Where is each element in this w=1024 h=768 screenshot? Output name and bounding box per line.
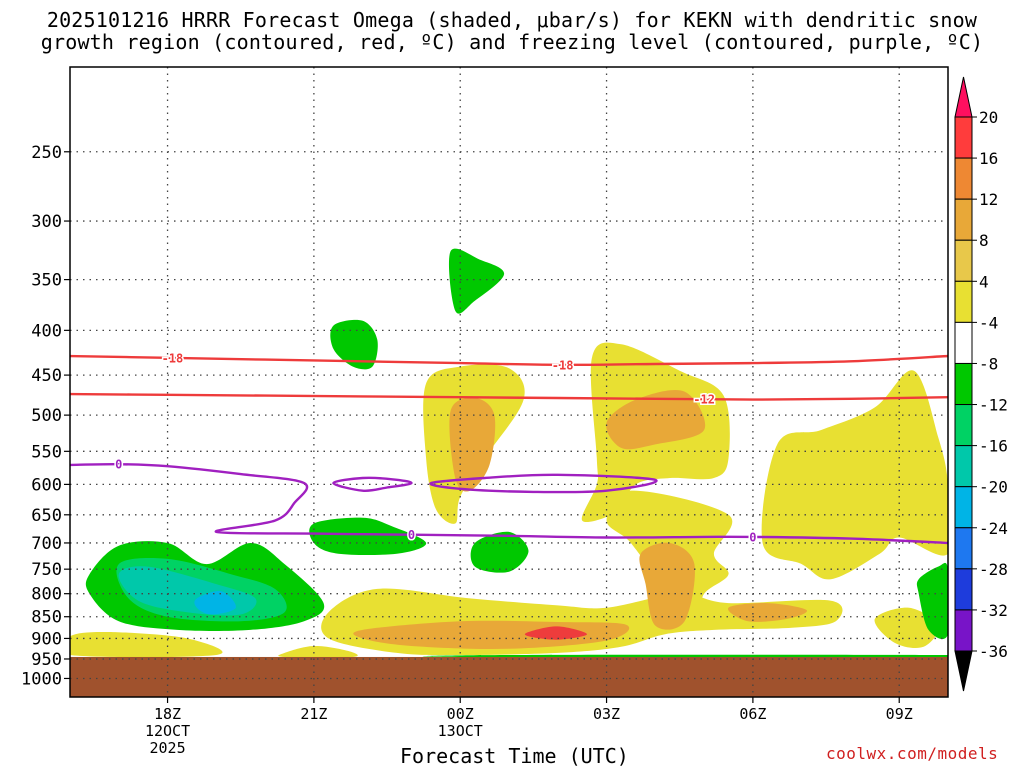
contour-label-0: -18 [162,351,184,365]
colorbar-label-11: -28 [979,560,1008,579]
omega-region-4-5 [70,631,223,658]
x-tick-label-24-1: 13OCT [438,722,483,740]
y-tick-label-700: 700 [31,534,62,554]
colorbar-box-4 [954,280,973,323]
colorbar-box-6 [954,362,973,406]
omega-region-4-3 [761,370,948,580]
y-tick-label-950: 950 [31,650,62,670]
colorbar-box-10 [954,527,973,570]
contour-label-2: -12 [693,392,715,406]
omega-region--4-15 [330,319,378,370]
colorbar-label-1: 16 [979,149,998,168]
colorbar-label-9: -20 [979,478,1008,497]
contour-line--12-1 [70,392,948,401]
x-tick-label-33-0: 09Z [886,705,913,723]
contour-line-0-3 [332,476,413,493]
colorbar-label-8: -16 [979,437,1008,456]
colorbar-label-3: 8 [979,231,989,250]
surface-fill [70,656,948,697]
chart-title-line-1: 2025101216 HRRR Forecast Omega (shaded, … [46,8,978,32]
colorbar-label-12: -32 [979,601,1008,620]
colorbar-top-triangle [954,76,973,118]
contour-label-3: 0 [115,458,122,472]
x-tick-label-18-0: 18Z [154,705,181,723]
y-tick-label-300: 300 [31,212,62,232]
x-axis-title: Forecast Time (UTC) [400,744,629,768]
colorbar-label-2: 12 [979,190,998,209]
temperature-contours [70,354,948,545]
credit-text: coolwx.com/models [826,744,999,763]
grid-lines [70,67,948,697]
plot-border [69,66,949,698]
x-tick-label-27-0: 03Z [593,705,620,723]
contour-line-0-2 [70,462,948,545]
colorbar-label-4: 4 [979,272,989,291]
colorbar-label-10: -24 [979,519,1008,538]
colorbar-label-5: -4 [979,313,998,332]
omega-region-4-6 [278,645,358,658]
omega-region--16-23 [194,591,236,615]
y-tick-label-650: 650 [31,506,62,526]
y-tick-label-850: 850 [31,608,62,628]
y-tick-label-900: 900 [31,629,62,649]
colorbar-box-3 [954,239,973,282]
contour-label-4: 0 [408,528,415,542]
omega-region--4-14 [448,248,505,314]
colorbar-box-11 [954,568,973,611]
x-tick-label-18-2: 2025 [149,739,185,757]
y-tick-label-350: 350 [31,271,62,291]
y-tick-label-550: 550 [31,442,62,462]
x-tick-label-18-1: 12OCT [145,722,190,740]
y-tick-label-750: 750 [31,560,62,580]
omega-region--4-20 [422,654,948,658]
colorbar-box-0 [954,116,973,159]
contour-line-0-4 [429,473,658,494]
omega-region-4-4 [321,588,843,656]
colorbar-box-8 [954,445,973,488]
colorbar-bottom-triangle [954,650,973,692]
contour-label-5: 0 [749,530,756,544]
y-tick-label-250: 250 [31,143,62,163]
omega-region-8-12 [727,603,808,622]
omega-region-8-8 [449,397,496,492]
y-tick-label-450: 450 [31,366,62,386]
colorbar-box-5 [954,321,973,364]
x-tick-label-21-0: 21Z [300,705,327,723]
colorbar-box-2 [954,198,973,241]
omega-region--4-19 [916,562,948,640]
plot-frame [69,66,949,698]
omega-shading [70,248,948,658]
chart-title-line-2: growth region (contoured, red, ºC) and f… [40,30,984,54]
colorbar-label-13: -36 [979,642,1008,661]
colorbar-box-9 [954,486,973,529]
omega-region--4-16 [309,517,427,555]
y-tick-label-800: 800 [31,585,62,605]
omega-region-16-13 [524,626,587,640]
omega-region--4-17 [470,531,529,573]
colorbar-box-1 [954,157,973,200]
y-axis: 2503003504004505005506006507007508008509… [21,143,70,689]
ground-surface [70,656,948,697]
contour-line--18-0 [70,354,948,367]
x-tick-label-24-0: 00Z [447,705,474,723]
colorbar-label-6: -8 [979,354,998,373]
y-tick-label-600: 600 [31,475,62,495]
y-tick-label-1000: 1000 [21,669,62,689]
y-tick-label-500: 500 [31,406,62,426]
colorbar-label-7: -12 [979,396,1008,415]
colorbar: 20 16 12 8 4 -4 -8 -12 -16 -20 -24 -28 -32 -36 [954,76,1008,692]
contour-label-1: -18 [552,358,574,372]
y-tick-label-400: 400 [31,321,62,341]
colorbar-box-7 [954,404,973,447]
omega-region-8-11 [639,542,695,630]
colorbar-box-12 [954,609,973,652]
x-tick-label-30-0: 06Z [739,705,766,723]
contour-labels: -18 -18 -12 0 0 0 [114,350,758,546]
omega-region-8-9 [606,389,706,450]
colorbar-label-0: 20 [979,108,998,127]
